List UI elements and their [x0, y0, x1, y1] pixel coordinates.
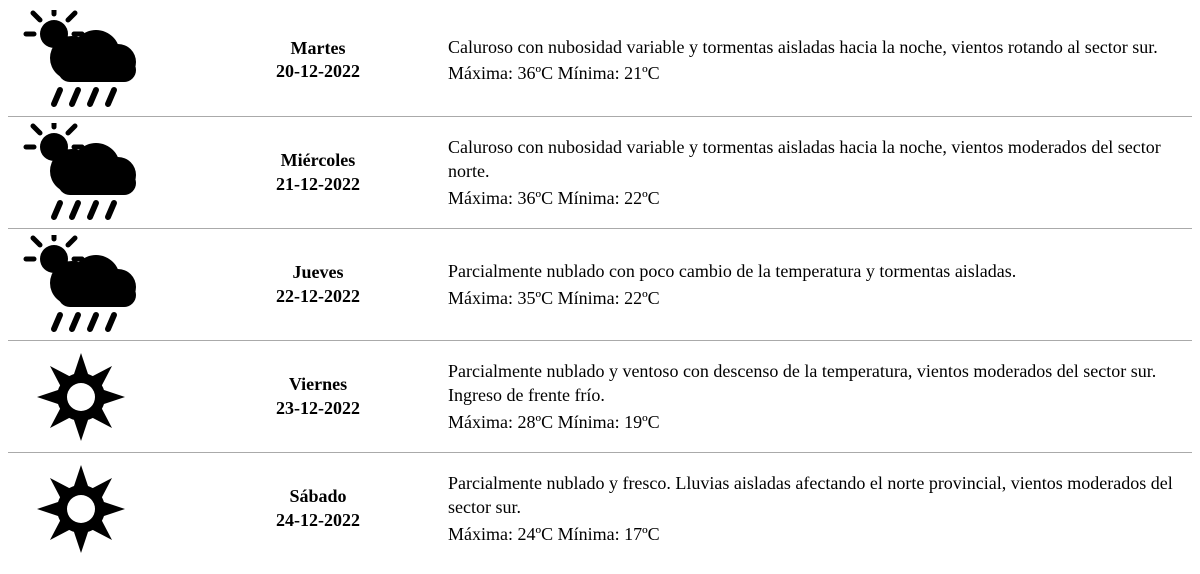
- max-value: 35ºC: [518, 288, 554, 308]
- day-name: Martes: [188, 37, 448, 60]
- day-cell: Viernes 23-12-2022: [188, 373, 448, 420]
- sun-icon: [16, 459, 146, 559]
- max-value: 28ºC: [518, 412, 554, 432]
- day-date: 20-12-2022: [188, 60, 448, 83]
- forecast-description: Caluroso con nubosidad variable y tormen…: [448, 35, 1182, 59]
- forecast-row: Martes 20-12-2022 Caluroso con nubosidad…: [8, 4, 1192, 116]
- storm-icon: [16, 10, 146, 110]
- max-label: Máxima:: [448, 412, 513, 432]
- max-label: Máxima:: [448, 524, 513, 544]
- icon-cell: [8, 10, 188, 110]
- day-cell: Jueves 22-12-2022: [188, 261, 448, 308]
- min-value: 19ºC: [624, 412, 660, 432]
- forecast-table: Martes 20-12-2022 Caluroso con nubosidad…: [8, 4, 1192, 564]
- temps: Máxima: 24ºC Mínima: 17ºC: [448, 522, 1182, 546]
- storm-icon: [16, 123, 146, 223]
- temps: Máxima: 35ºC Mínima: 22ºC: [448, 286, 1182, 310]
- min-value: 17ºC: [624, 524, 660, 544]
- temps: Máxima: 36ºC Mínima: 21ºC: [448, 61, 1182, 85]
- day-name: Sábado: [188, 485, 448, 508]
- day-date: 21-12-2022: [188, 173, 448, 196]
- day-date: 22-12-2022: [188, 285, 448, 308]
- day-date: 24-12-2022: [188, 509, 448, 532]
- forecast-description: Caluroso con nubosidad variable y tormen…: [448, 135, 1182, 184]
- max-label: Máxima:: [448, 188, 513, 208]
- min-value: 22ºC: [624, 288, 660, 308]
- day-cell: Miércoles 21-12-2022: [188, 149, 448, 196]
- sun-icon: [16, 347, 146, 447]
- description-cell: Parcialmente nublado con poco cambio de …: [448, 253, 1192, 316]
- storm-icon: [16, 235, 146, 335]
- day-cell: Martes 20-12-2022: [188, 37, 448, 84]
- forecast-description: Parcialmente nublado y ventoso con desce…: [448, 359, 1182, 408]
- min-label: Mínima:: [558, 524, 620, 544]
- max-value: 24ºC: [518, 524, 554, 544]
- forecast-description: Parcialmente nublado y fresco. Lluvias a…: [448, 471, 1182, 520]
- min-value: 21ºC: [624, 63, 660, 83]
- max-label: Máxima:: [448, 288, 513, 308]
- max-value: 36ºC: [518, 63, 554, 83]
- day-name: Miércoles: [188, 149, 448, 172]
- forecast-row: Viernes 23-12-2022 Parcialmente nublado …: [8, 340, 1192, 452]
- icon-cell: [8, 123, 188, 223]
- forecast-description: Parcialmente nublado con poco cambio de …: [448, 259, 1182, 283]
- forecast-row: Sábado 24-12-2022 Parcialmente nublado y…: [8, 452, 1192, 564]
- day-cell: Sábado 24-12-2022: [188, 485, 448, 532]
- description-cell: Caluroso con nubosidad variable y tormen…: [448, 129, 1192, 216]
- forecast-row: Miércoles 21-12-2022 Caluroso con nubosi…: [8, 116, 1192, 228]
- description-cell: Parcialmente nublado y ventoso con desce…: [448, 353, 1192, 440]
- day-name: Jueves: [188, 261, 448, 284]
- min-label: Mínima:: [558, 63, 620, 83]
- temps: Máxima: 36ºC Mínima: 22ºC: [448, 186, 1182, 210]
- max-value: 36ºC: [518, 188, 554, 208]
- forecast-row: Jueves 22-12-2022 Parcialmente nublado c…: [8, 228, 1192, 340]
- icon-cell: [8, 459, 188, 559]
- icon-cell: [8, 347, 188, 447]
- min-label: Mínima:: [558, 188, 620, 208]
- description-cell: Parcialmente nublado y fresco. Lluvias a…: [448, 465, 1192, 552]
- min-label: Mínima:: [558, 288, 620, 308]
- day-date: 23-12-2022: [188, 397, 448, 420]
- description-cell: Caluroso con nubosidad variable y tormen…: [448, 29, 1192, 92]
- day-name: Viernes: [188, 373, 448, 396]
- temps: Máxima: 28ºC Mínima: 19ºC: [448, 410, 1182, 434]
- max-label: Máxima:: [448, 63, 513, 83]
- icon-cell: [8, 235, 188, 335]
- min-label: Mínima:: [558, 412, 620, 432]
- min-value: 22ºC: [624, 188, 660, 208]
